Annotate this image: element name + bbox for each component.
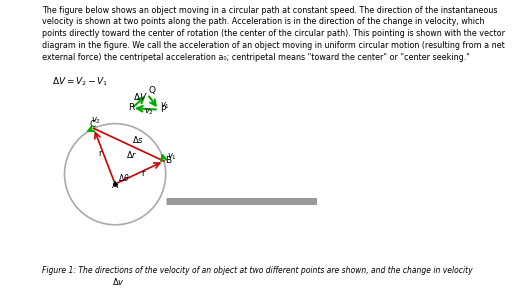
Text: Figure 1: The directions of the velocity of an object at two different points ar: Figure 1: The directions of the velocity… [42, 266, 473, 274]
Text: r: r [141, 169, 144, 178]
Text: $v_2$: $v_2$ [144, 107, 154, 118]
Text: $\Delta v$: $\Delta v$ [112, 276, 125, 287]
Text: r: r [98, 149, 102, 158]
Text: $\Delta V$: $\Delta V$ [133, 91, 147, 102]
Text: The figure below shows an object moving in a circular path at constant speed. Th: The figure below shows an object moving … [42, 6, 505, 62]
Text: $v_1$: $v_1$ [167, 151, 177, 162]
Text: Q: Q [149, 86, 156, 95]
Text: $\Delta V = V_2 - V_1$: $\Delta V = V_2 - V_1$ [52, 75, 109, 88]
Text: B: B [165, 156, 172, 164]
Text: C: C [90, 120, 96, 129]
Text: $v_1$: $v_1$ [160, 100, 170, 111]
Text: $\Delta r$: $\Delta r$ [125, 149, 137, 160]
Text: R: R [128, 103, 134, 111]
Text: A: A [112, 181, 118, 190]
Text: P: P [160, 105, 165, 114]
Text: $\Delta s$: $\Delta s$ [132, 134, 143, 145]
Text: $v_2$: $v_2$ [91, 115, 101, 126]
Text: $\Delta\theta$: $\Delta\theta$ [118, 172, 130, 183]
